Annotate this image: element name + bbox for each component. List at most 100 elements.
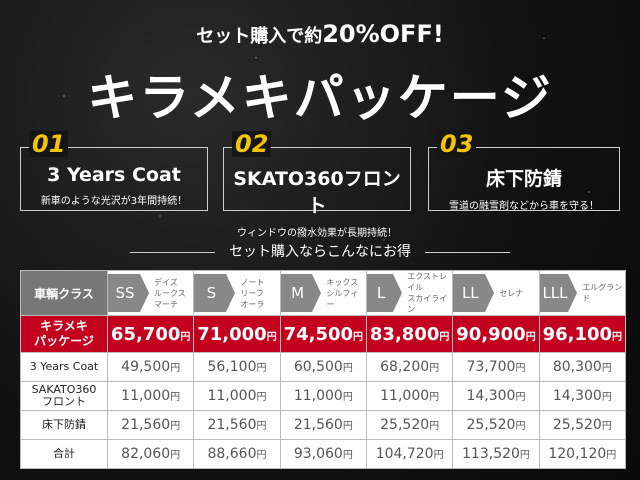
yen-unit: 円 [515, 421, 526, 432]
yen-unit: 円 [433, 450, 444, 461]
feature-number: 03 [437, 131, 477, 157]
feature-box: 03 床下防錆雪道の融雪剤などから車を守る！ [428, 131, 620, 212]
price-cell: 11,000円 [279, 381, 367, 411]
subtitle-text: セット購入で約 [196, 26, 323, 47]
price-cell: 14,300円 [452, 381, 540, 411]
price-cell: 25,520円 [365, 410, 454, 440]
price-cell: 21,560円 [279, 410, 367, 440]
yen-unit: 円 [256, 421, 267, 432]
class-code: L [366, 274, 403, 312]
price-value: 74,500 [283, 323, 354, 345]
price-cell: 90,900円 [452, 315, 540, 353]
price-value: 71,000 [197, 323, 267, 345]
price-value: 113,520 [462, 446, 520, 462]
yen-unit: 円 [266, 331, 277, 343]
class-header: LL セレナ [452, 270, 540, 316]
price-value: 11,000 [380, 388, 430, 404]
price-cell: 113,520円 [452, 439, 540, 469]
price-cell: 60,500円 [279, 352, 367, 382]
price-cell: 96,100円 [538, 315, 627, 353]
class-code: M [280, 274, 322, 312]
feature-number: 02 [232, 131, 272, 157]
class-cars: ノート リーフ オーラ [240, 277, 265, 309]
yen-unit: 円 [429, 421, 440, 432]
class-code: S [194, 274, 236, 312]
price-value: 73,700 [466, 359, 516, 375]
yen-unit: 円 [180, 331, 191, 343]
feature-box: 01 3 Years Coat 新車のような光沢が3年間持続！ [20, 131, 208, 211]
price-value: 88,660 [207, 446, 257, 462]
price-value: 65,700 [110, 323, 181, 345]
divider [425, 251, 510, 253]
class-cars: デイズ ルークス マーチ [154, 277, 186, 309]
price-cell: 68,200円 [365, 352, 454, 382]
price-cell: 49,500円 [106, 352, 195, 382]
feature-box: 02 SKATO360フロントウィンドウの撥水効果が長期持続！ [223, 131, 411, 239]
price-cell: 21,560円 [193, 410, 281, 440]
feature-desc: 雪道の融雪剤などから車を守る！ [449, 201, 599, 212]
price-value: 104,720 [375, 446, 434, 462]
page-title: キラメキパッケージ [87, 69, 553, 127]
price-value: 56,100 [207, 359, 257, 375]
yen-unit: 円 [256, 392, 267, 403]
feature-name: SKATO360フロント [233, 168, 401, 217]
yen-unit: 円 [612, 331, 623, 343]
price-value: 11,000 [207, 388, 257, 404]
discount-subtitle: セット購入で約20%OFF! [0, 20, 640, 48]
price-value: 25,520 [552, 417, 602, 433]
feature-name: 3 Years Coat [47, 164, 181, 186]
price-cell: 71,000円 [193, 315, 281, 353]
class-cars: エルグランド [582, 283, 623, 303]
yen-unit: 円 [601, 421, 612, 432]
yen-unit: 円 [601, 363, 612, 374]
price-table: 車輌クラス SS デイズ ルークス マーチ S ノート リーフ オーラ M キックス シルフ… [20, 270, 627, 469]
yen-unit: 円 [256, 450, 267, 461]
price-cell: 83,800円 [365, 315, 454, 353]
yen-unit: 円 [256, 363, 267, 374]
table-row: キラメキ パッケージ 65,700円 71,000円 74,500円 83,800円 90… [20, 315, 627, 353]
yen-unit: 円 [170, 450, 181, 461]
price-cell: 93,060円 [279, 439, 367, 469]
class-header: L エクストレイル スカイライン [365, 270, 454, 316]
price-cell: 74,500円 [279, 315, 367, 353]
feature-name: 床下防錆 [485, 168, 562, 190]
price-cell: 25,520円 [538, 410, 627, 440]
class-cars: セレナ [499, 288, 524, 298]
price-value: 68,200 [380, 359, 430, 375]
yen-unit: 円 [353, 331, 364, 343]
section-title: セット購入ならこんなにお得 [229, 244, 411, 260]
feature-desc: 新車のような光沢が3年間持続！ [40, 196, 188, 207]
yen-unit: 円 [342, 450, 353, 461]
feature-desc: ウィンドウの撥水効果が長期持続！ [237, 228, 397, 239]
row-label: 合計 [20, 439, 108, 469]
table-row: SAKATO360 フロント 11,000円 11,000円 11,000円 11,00… [20, 381, 627, 411]
table-row: 合計 82,060円 88,660円 93,060円 104,720円 113,520円 1… [20, 439, 627, 469]
class-header: S ノート リーフ オーラ [193, 270, 281, 316]
class-header: M キックス シルフィー [279, 270, 367, 316]
price-value: 11,000 [121, 388, 171, 404]
yen-unit: 円 [606, 450, 617, 461]
row-label: SAKATO360 フロント [20, 381, 108, 411]
price-cell: 82,060円 [106, 439, 195, 469]
yen-unit: 円 [170, 363, 181, 374]
price-cell: 14,300円 [538, 381, 627, 411]
yen-unit: 円 [519, 450, 530, 461]
price-cell: 21,560円 [106, 410, 195, 440]
table-row: 床下防錆 21,560円 21,560円 21,560円 25,520円 25,520円 2… [20, 410, 627, 440]
price-value: 14,300 [552, 388, 602, 404]
price-cell: 80,300円 [538, 352, 627, 382]
class-code: LLL [539, 274, 577, 312]
class-cars: キックス シルフィー [326, 277, 359, 309]
price-value: 80,300 [552, 359, 602, 375]
price-value: 60,500 [293, 359, 343, 375]
yen-unit: 円 [342, 421, 353, 432]
price-cell: 65,700円 [106, 315, 195, 353]
price-cell: 73,700円 [452, 352, 540, 382]
price-cell: 104,720円 [365, 439, 454, 469]
divider [130, 251, 215, 253]
section-heading: セット購入ならこんなにお得 [0, 241, 640, 261]
price-value: 21,560 [121, 417, 171, 433]
price-cell: 11,000円 [365, 381, 454, 411]
price-value: 25,520 [380, 417, 430, 433]
price-cell: 88,660円 [193, 439, 281, 469]
